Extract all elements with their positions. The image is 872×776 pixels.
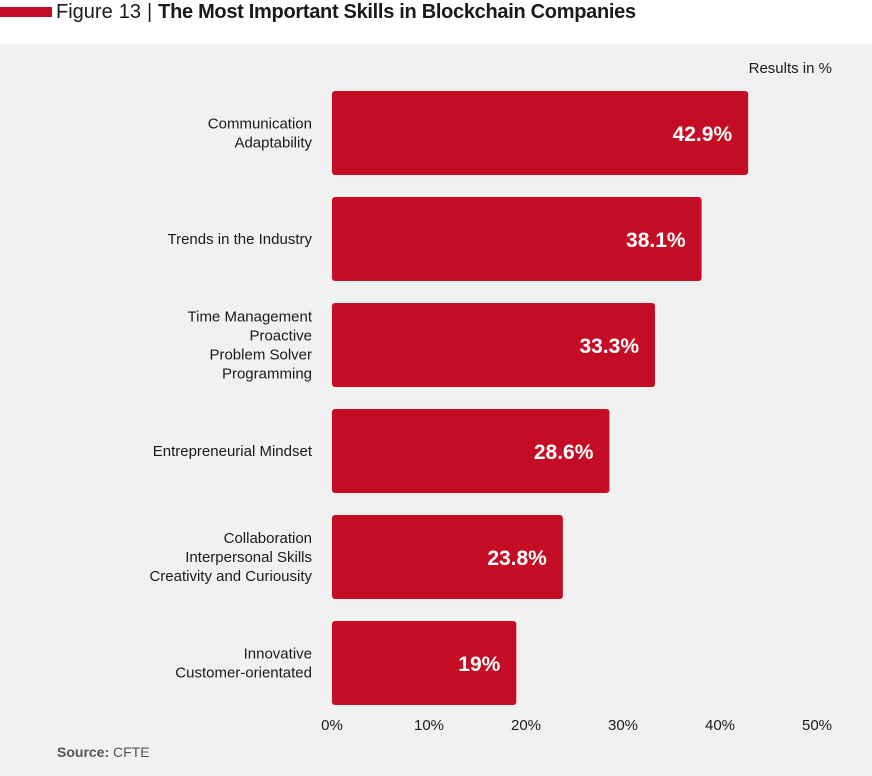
category-label-line: Creativity and Curiousity	[149, 568, 312, 585]
category-label-line: Time Management	[188, 309, 313, 326]
category-label-line: Programming	[222, 366, 312, 383]
category-label-line: Communication	[208, 116, 312, 133]
bar-value-label: 23.8%	[487, 547, 547, 570]
x-tick-label: 40%	[705, 717, 735, 734]
source-note: Source: CFTE	[57, 744, 150, 760]
category-label: Innovative Customer-orientated	[175, 646, 312, 682]
category-label-line: Interpersonal Skills	[185, 549, 312, 566]
figure-number: 13	[118, 0, 141, 23]
x-tick-label: 20%	[511, 717, 541, 734]
category-label: Trends in the Industry	[167, 231, 312, 248]
category-label-line: Collaboration	[224, 530, 312, 547]
category-label-line: Innovative	[244, 646, 312, 663]
category-label: Communication Adaptability	[208, 116, 313, 152]
bar	[332, 409, 610, 493]
source-label: Source:	[57, 744, 110, 760]
figure-title: Figure 13 | The Most Important Skills in…	[56, 0, 636, 24]
x-tick-label: 0%	[321, 717, 343, 734]
bar-value-label: 38.1%	[626, 229, 686, 252]
bar	[332, 303, 656, 387]
chart-title: The Most Important Skills in Blockchain …	[158, 0, 636, 23]
bar-value-label: 33.3%	[579, 335, 639, 358]
bar	[332, 515, 563, 599]
category-label-line: Entrepreneurial Mindset	[153, 443, 313, 460]
category-label: Time Management Proactive Problem Solver Pr…	[188, 309, 313, 383]
bar-value-label: 28.6%	[534, 441, 594, 464]
category-label-line: Proactive	[249, 328, 312, 345]
x-tick-label: 50%	[802, 717, 832, 734]
accent-bar	[0, 7, 52, 17]
category-label-line: Problem Solver	[209, 347, 312, 364]
bar	[332, 621, 517, 705]
bar-value-label: 19%	[458, 653, 500, 676]
category-label-line: Trends in the Industry	[167, 231, 312, 248]
category-label-line: Adaptability	[234, 135, 312, 152]
bar	[332, 197, 702, 281]
title-separator: |	[146, 0, 153, 23]
source-value: CFTE	[113, 744, 150, 760]
figure-header: Figure 13 | The Most Important Skills in…	[0, 0, 872, 44]
category-label-line: Customer-orientated	[175, 665, 312, 682]
bar	[332, 91, 749, 175]
x-tick-label: 10%	[414, 717, 444, 734]
results-note: Results in %	[748, 60, 832, 77]
category-label: Collaboration Interpersonal Skills Creativ…	[149, 530, 312, 585]
category-label: Entrepreneurial Mindset	[153, 443, 313, 460]
x-tick-label: 30%	[608, 717, 638, 734]
bar-value-label: 42.9%	[673, 123, 733, 146]
figure-label: Figure	[56, 0, 113, 23]
